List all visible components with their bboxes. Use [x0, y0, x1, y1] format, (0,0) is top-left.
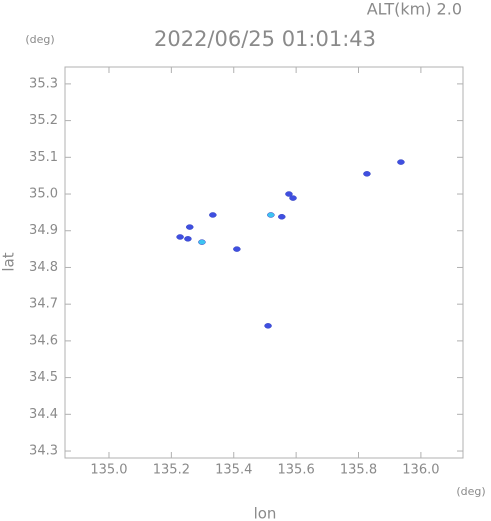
y-tick-label: 35.0: [29, 187, 58, 202]
chart-title: 2022/06/25 01:01:43: [154, 27, 376, 51]
y-tick-label: 35.1: [29, 150, 58, 165]
y-tick-label: 34.4: [29, 407, 58, 422]
y-tick-label: 34.6: [29, 333, 58, 348]
chart-subtitle: ALT(km) 2.0: [367, 0, 462, 19]
x-tick-label: 135.6: [278, 463, 315, 478]
y-tick-label: 34.8: [29, 260, 58, 275]
x-axis-label: lon: [254, 505, 277, 521]
echo-point: [209, 212, 217, 218]
echo-point: [233, 246, 241, 252]
x-tick-label: 135.8: [340, 463, 377, 478]
y-axis-label: lat: [0, 252, 18, 271]
x-unit: (deg): [456, 485, 485, 498]
y-tick-label: 35.3: [29, 76, 58, 91]
echo-point: [285, 191, 293, 197]
echo-point: [264, 323, 272, 329]
y-tick-label: 34.5: [29, 370, 58, 385]
echo-point: [397, 159, 405, 165]
x-tick-label: 135.4: [215, 463, 252, 478]
echo-point: [278, 214, 286, 220]
y-tick-label: 35.2: [29, 113, 58, 128]
echo-point: [289, 195, 297, 201]
y-tick-label: 34.9: [29, 223, 58, 238]
echo-point: [176, 234, 184, 240]
y-tick-label: 34.3: [29, 444, 58, 459]
x-tick-label: 136.0: [402, 463, 439, 478]
x-tick-label: 135.2: [153, 463, 190, 478]
x-tick-label: 135.0: [90, 463, 127, 478]
echo-point: [267, 212, 275, 218]
plot-frame: [64, 66, 464, 459]
y-unit: (deg): [25, 33, 54, 46]
echo-point: [363, 171, 371, 177]
echo-point: [186, 224, 194, 230]
echo-point: [184, 236, 192, 242]
y-tick-label: 34.7: [29, 297, 58, 312]
echo-point: [198, 239, 206, 245]
